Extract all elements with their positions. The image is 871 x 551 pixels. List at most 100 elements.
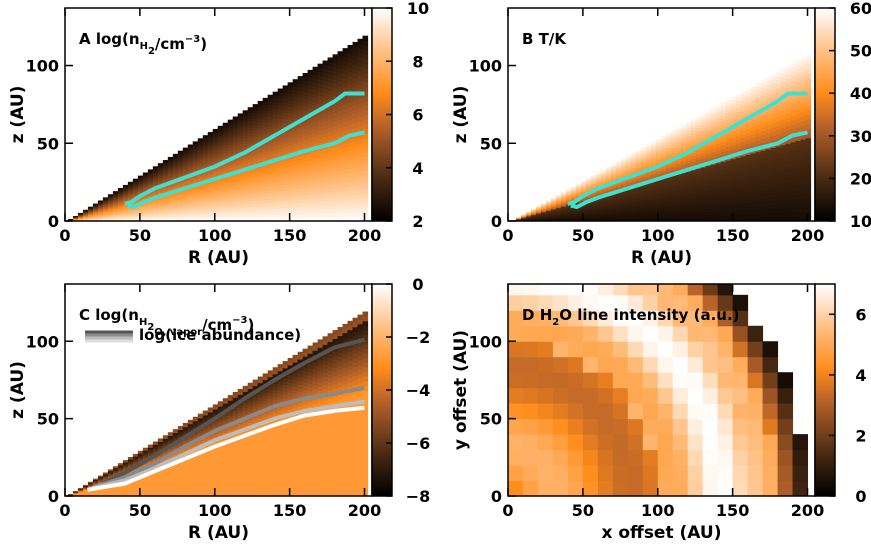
heatmap-cell	[700, 148, 707, 153]
heatmap-cell	[227, 213, 234, 217]
heatmap-cell	[730, 168, 737, 174]
heatmap-cell	[795, 198, 802, 204]
heatmap-cell	[257, 118, 264, 123]
heatmap-cell	[740, 86, 747, 92]
heatmap-cell	[157, 164, 164, 167]
heatmap-cell	[297, 130, 304, 135]
heatmap-cell	[725, 85, 732, 90]
heatmap-cell	[107, 200, 114, 202]
heatmap-cell	[197, 165, 204, 168]
heatmap-cell	[232, 179, 239, 183]
heatmap-cell	[212, 158, 219, 162]
heatmap-cell	[710, 107, 717, 112]
heatmap-cell	[705, 196, 712, 201]
heatmap-cell	[122, 195, 129, 198]
heatmap-cell	[530, 206, 537, 208]
heatmap-cell	[127, 181, 134, 184]
heatmap-cell	[192, 187, 199, 190]
heatmap-cell	[222, 171, 229, 175]
heatmap-cell	[237, 177, 244, 182]
heatmap-cell	[630, 190, 637, 193]
heatmap-cell	[102, 197, 109, 199]
heatmap-cell	[127, 195, 134, 198]
heatmap-cell	[760, 213, 767, 218]
heatmap-cell	[560, 192, 567, 194]
heatmap-cell	[735, 89, 742, 94]
heatmap-cell	[112, 201, 119, 203]
heatmap-cell	[740, 108, 747, 113]
heatmap-cell	[755, 101, 762, 106]
heatmap-cell	[675, 187, 682, 191]
heatmap-cell	[247, 203, 254, 208]
heatmap-cell	[332, 108, 339, 114]
heatmap-cell	[237, 210, 244, 214]
heatmap-cell	[795, 109, 802, 115]
heatmap-cell	[765, 128, 772, 134]
heatmap-cell	[357, 180, 364, 186]
heatmap-cell	[172, 202, 179, 205]
heatmap-cell	[152, 204, 159, 207]
heatmap-cell	[237, 159, 244, 163]
heatmap-cell	[272, 204, 279, 209]
heatmap-cell	[715, 98, 722, 102]
heatmap-cell	[162, 189, 169, 192]
heatmap-cell	[615, 167, 622, 170]
heatmap-cell	[725, 143, 732, 148]
heatmap-cell	[162, 187, 169, 190]
heatmap-cell	[252, 133, 259, 137]
heatmap-cell	[197, 179, 204, 183]
heatmap-cell	[735, 111, 742, 116]
heatmap-cell	[317, 102, 324, 108]
heatmap-cell	[182, 217, 189, 220]
heatmap-cell	[800, 66, 807, 72]
heatmap-cell	[665, 191, 672, 195]
heatmap-cell	[570, 191, 577, 194]
heatmap-cell	[222, 144, 229, 148]
x-tick-label: 150	[273, 226, 306, 245]
heatmap-cell	[550, 214, 557, 217]
heatmap-cell	[227, 190, 234, 194]
heatmap-cell	[107, 215, 114, 217]
heatmap-cell	[307, 88, 314, 94]
heatmap-cell	[282, 176, 289, 181]
heatmap-cell	[327, 188, 334, 193]
heatmap-cell	[247, 115, 254, 120]
heatmap-cell	[620, 161, 627, 164]
heatmap-cell	[277, 217, 284, 221]
heatmap-cell	[267, 113, 274, 118]
heatmap-cell	[580, 186, 587, 189]
heatmap-cell	[287, 120, 294, 125]
heatmap-cell	[645, 141, 652, 145]
heatmap-cell	[242, 118, 249, 122]
heatmap-cell	[182, 204, 189, 207]
heatmap-cell	[685, 132, 692, 136]
heatmap-cell	[780, 131, 787, 137]
heatmap-cell	[357, 98, 364, 104]
heatmap-cell	[132, 186, 139, 188]
heatmap-cell	[337, 51, 344, 57]
heatmap-cell	[770, 212, 777, 218]
heatmap-cell	[362, 82, 369, 88]
heatmap-cell	[147, 193, 154, 196]
heatmap-cell	[645, 143, 652, 147]
heatmap-cell	[650, 194, 657, 198]
heatmap-cell	[600, 200, 607, 203]
heatmap-cell	[605, 196, 612, 199]
heatmap-cell	[785, 169, 792, 175]
heatmap-cell	[620, 184, 627, 187]
heatmap-cell	[615, 195, 622, 199]
heatmap-cell	[132, 215, 139, 218]
heatmap-cell	[272, 94, 279, 99]
heatmap-cell	[242, 196, 249, 200]
heatmap-cell	[287, 179, 294, 184]
heatmap-cell	[670, 152, 677, 156]
heatmap-cell	[142, 195, 149, 198]
heatmap-cell	[332, 154, 339, 160]
heatmap-cell	[685, 146, 692, 150]
heatmap-cell	[675, 137, 682, 141]
heatmap-cell	[615, 202, 622, 205]
heatmap-cell	[342, 190, 349, 196]
heatmap-cell	[322, 192, 329, 198]
heatmap-cell	[565, 210, 572, 212]
heatmap-cell	[800, 57, 807, 63]
